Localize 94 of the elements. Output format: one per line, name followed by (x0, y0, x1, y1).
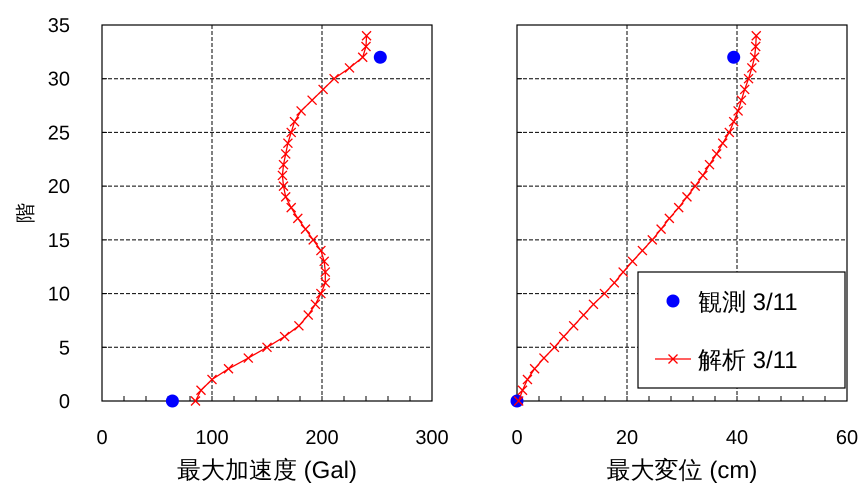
point (320, 266, 330, 278)
point (637, 245, 648, 256)
point (746, 62, 757, 74)
point (522, 374, 533, 385)
point (727, 50, 740, 64)
y-tick-label: 15 (48, 230, 70, 252)
point (344, 62, 355, 74)
point (318, 84, 328, 95)
point (292, 213, 303, 224)
point (278, 160, 289, 170)
point (656, 224, 666, 234)
point (568, 320, 579, 331)
point (749, 52, 760, 62)
point (724, 127, 734, 138)
point (206, 374, 218, 385)
point (549, 342, 560, 352)
point (296, 106, 306, 116)
point (712, 148, 722, 160)
x-tick-label: 300 (415, 427, 449, 449)
point (517, 385, 528, 396)
x-tick-label: 0 (96, 427, 108, 449)
point (300, 224, 311, 234)
x-tick-label: 40 (726, 427, 748, 449)
legend-label: 観測 3/11 (698, 289, 798, 316)
x-tick-label: 0 (511, 427, 523, 449)
point (718, 138, 728, 148)
point (279, 331, 290, 342)
point (698, 170, 708, 181)
point (316, 245, 326, 256)
point (529, 364, 540, 374)
y-tick-label: 10 (48, 284, 70, 306)
point (609, 278, 620, 288)
point (303, 310, 314, 320)
x-tick-label: 60 (836, 427, 858, 449)
x-tick-label: 20 (616, 427, 638, 449)
point (280, 148, 291, 160)
point (286, 127, 296, 138)
y-tick-label: 30 (48, 68, 70, 91)
y-tick-label: 35 (48, 15, 70, 37)
point (310, 299, 321, 310)
point (618, 266, 628, 278)
point (262, 342, 272, 352)
point (664, 213, 674, 224)
point (166, 394, 179, 408)
point (740, 84, 750, 95)
point (358, 52, 368, 62)
point (319, 256, 330, 266)
point (558, 331, 569, 342)
point (704, 160, 715, 170)
point (514, 396, 524, 406)
x-tick-label: 100 (195, 427, 229, 449)
point (361, 30, 372, 41)
point (538, 352, 550, 364)
point (328, 74, 340, 84)
point (308, 234, 318, 246)
point (647, 234, 658, 246)
x-axis-title: 最大変位 (cm) (606, 457, 758, 484)
point (578, 310, 589, 320)
point (690, 180, 700, 192)
x-tick-label: 200 (305, 427, 339, 449)
point (588, 299, 599, 310)
point (243, 352, 254, 364)
y-tick-label: 5 (58, 337, 70, 360)
point (223, 364, 234, 374)
point (190, 396, 201, 406)
x-axis-title: 最大加速度 (Gal) (177, 457, 357, 484)
y-tick-label: 25 (48, 122, 70, 144)
point (320, 278, 330, 288)
point (196, 385, 206, 396)
point (277, 170, 288, 181)
point (750, 41, 761, 52)
point (732, 106, 744, 116)
legend-label: 解析 3/11 (698, 347, 798, 374)
point (286, 202, 296, 213)
point (682, 192, 692, 202)
point (627, 256, 638, 266)
point (751, 30, 762, 41)
point (736, 95, 747, 106)
point (743, 74, 754, 84)
point (280, 192, 291, 202)
point (674, 202, 684, 213)
y-axis-title: 階 (15, 203, 37, 223)
point (599, 288, 610, 299)
point (294, 320, 304, 331)
point (316, 288, 326, 299)
y-tick-label: 20 (48, 176, 70, 198)
y-tick-label: 0 (58, 391, 70, 413)
point (278, 180, 289, 192)
point (360, 41, 372, 52)
point (306, 95, 318, 106)
point (374, 50, 387, 64)
point (728, 116, 739, 127)
point (282, 138, 294, 148)
point (289, 116, 300, 127)
